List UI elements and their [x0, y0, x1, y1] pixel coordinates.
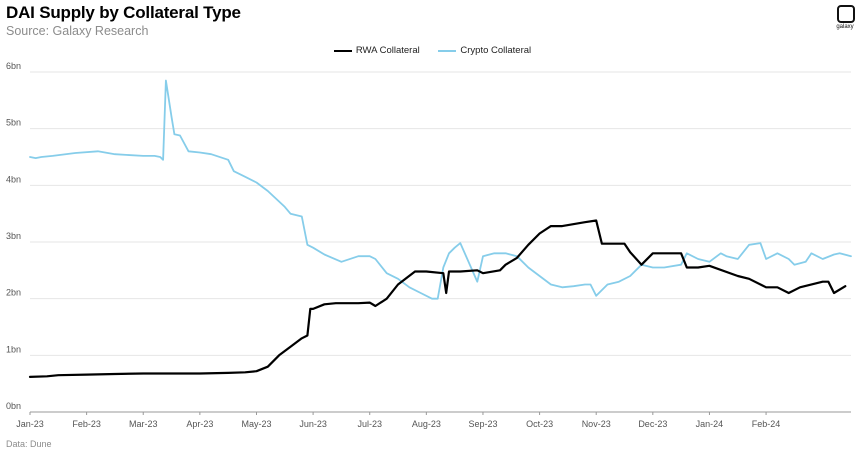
- x-tick-label-8: Sep-23: [468, 419, 497, 429]
- y-tick-label-3: 3bn: [6, 231, 21, 241]
- galaxy-logo: galaxy: [833, 5, 859, 35]
- x-tick-label-10: Nov-23: [582, 419, 611, 429]
- x-tick-label-9: Oct-23: [526, 419, 553, 429]
- y-tick-label-0: 0bn: [6, 401, 21, 411]
- x-tick-label-0: Jan-23: [16, 419, 44, 429]
- y-tick-label-1: 1bn: [6, 344, 21, 354]
- y-tick-label-4: 4bn: [6, 174, 21, 184]
- y-tick-label-5: 5bn: [6, 118, 21, 128]
- x-tick-label-13: Feb-24: [752, 419, 781, 429]
- x-tick-label-12: Jan-24: [696, 419, 724, 429]
- galaxy-logo-text: galaxy: [836, 24, 854, 30]
- legend-label-crypto: Crypto Collateral: [460, 45, 532, 57]
- chart-legend: RWA Collateral Crypto Collateral: [0, 44, 865, 56]
- legend-label-rwa: RWA Collateral: [355, 45, 420, 57]
- chart-title: DAI Supply by Collateral Type: [6, 3, 241, 22]
- legend-item-rwa[interactable]: RWA Collateral: [333, 45, 420, 57]
- x-tick-label-7: Aug-23: [412, 419, 441, 429]
- x-tick-label-1: Feb-23: [72, 419, 101, 429]
- galaxy-logo-icon: [837, 5, 855, 23]
- x-tick-label-5: Jun-23: [299, 419, 327, 429]
- data-source-note: Data: Dune: [6, 439, 52, 449]
- x-tick-label-2: Mar-23: [129, 419, 158, 429]
- x-tick-label-4: May-23: [241, 419, 271, 429]
- x-tick-label-6: Jul-23: [357, 419, 382, 429]
- legend-swatch-rwa: [333, 49, 352, 52]
- series-line-rwa: [28, 219, 847, 378]
- y-tick-label-6: 6bn: [6, 61, 21, 71]
- legend-item-crypto[interactable]: Crypto Collateral: [438, 45, 531, 56]
- y-tick-label-2: 2bn: [6, 288, 21, 298]
- legend-swatch-crypto: [438, 49, 457, 52]
- chart-subtitle: Source: Galaxy Research: [6, 24, 149, 38]
- series-line-crypto: [29, 79, 852, 300]
- x-tick-label-3: Apr-23: [186, 419, 213, 429]
- x-tick-label-11: Dec-23: [638, 419, 667, 429]
